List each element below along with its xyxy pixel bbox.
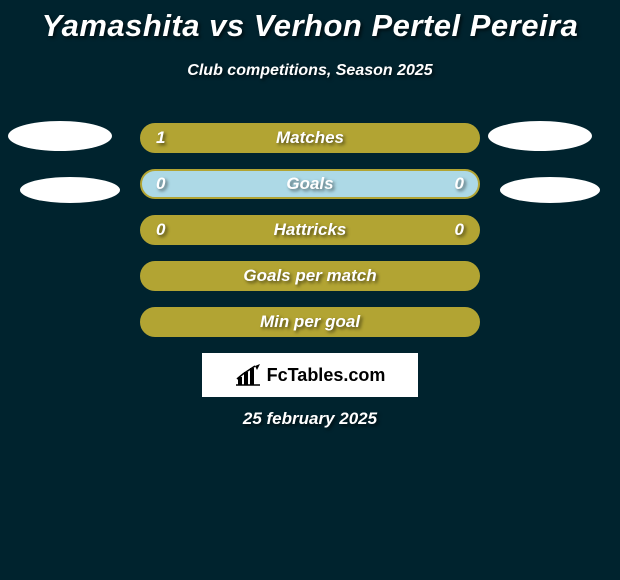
stat-row: 0 Hattricks 0 [140, 215, 480, 245]
logo-box: FcTables.com [202, 353, 418, 397]
stat-value-left: 0 [156, 174, 165, 194]
player-ellipse [8, 121, 112, 151]
bar-chart-icon [235, 364, 261, 386]
stat-label: Goals per match [243, 266, 376, 286]
stats-bars: 1 Matches 0 Goals 0 0 Hattricks 0 Goals per matc… [0, 123, 620, 337]
player-ellipse [488, 121, 592, 151]
stat-value-right: 0 [455, 220, 464, 240]
stat-value-left: 0 [156, 220, 165, 240]
stat-row: Min per goal [140, 307, 480, 337]
stat-row: 1 Matches [140, 123, 480, 153]
stat-label: Min per goal [260, 312, 360, 332]
player-ellipse [20, 177, 120, 203]
player-ellipse [500, 177, 600, 203]
stat-label: Matches [276, 128, 344, 148]
page-title: Yamashita vs Verhon Pertel Pereira [0, 0, 620, 44]
stat-value-left: 1 [156, 128, 165, 148]
stat-row: Goals per match [140, 261, 480, 291]
date-label: 25 february 2025 [0, 409, 620, 429]
stat-value-right: 0 [455, 174, 464, 194]
subtitle: Club competitions, Season 2025 [0, 62, 620, 80]
stat-label: Hattricks [274, 220, 347, 240]
stat-label: Goals [286, 174, 333, 194]
logo-text: FcTables.com [267, 365, 386, 386]
stat-row: 0 Goals 0 [140, 169, 480, 199]
